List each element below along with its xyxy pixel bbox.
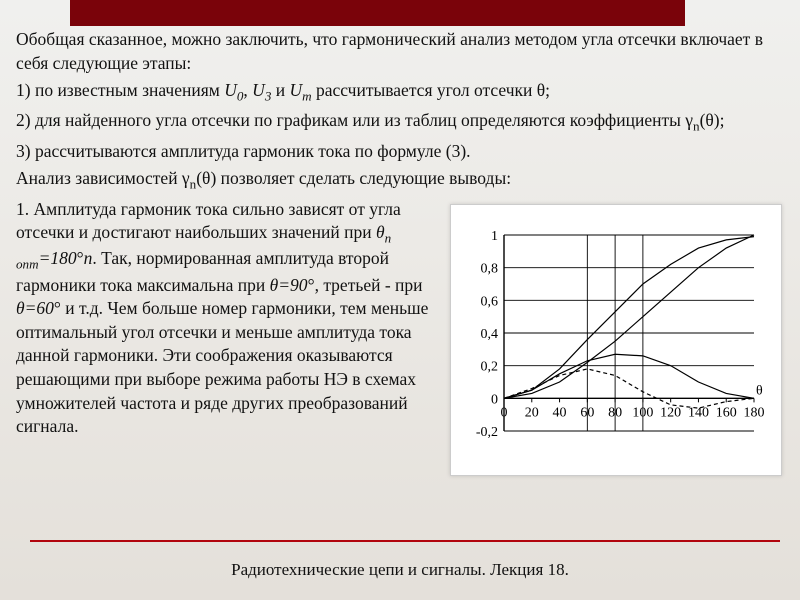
concl-d: и т.д. Чем больше номер гармоники, тем м…: [16, 298, 428, 436]
footer-text: Радиотехнические цепи и сигналы. Лекция …: [0, 560, 800, 580]
intro-paragraph: Обобщая сказанное, можно заключить, что …: [16, 28, 784, 75]
step-2: 2) для найденного угла отсечки по график…: [16, 109, 784, 135]
step1-c1: ,: [243, 80, 252, 100]
um-sym: U: [290, 80, 303, 100]
concl-a: 1. Амплитуда гармоник тока сильно завися…: [16, 199, 401, 243]
step-1: 1) по известным значениям U0, U3 и Um ра…: [16, 79, 784, 105]
analysis-line: Анализ зависимостей γn(θ) позволяет сдел…: [16, 167, 784, 193]
step1-pre: 1) по известным значениям: [16, 80, 224, 100]
svg-text:θ: θ: [756, 383, 763, 398]
slide-content: Обобщая сказанное, можно заключить, что …: [16, 28, 784, 476]
svg-text:0,2: 0,2: [481, 359, 499, 374]
svg-text:140: 140: [688, 405, 709, 420]
svg-text:1: 1: [491, 229, 498, 244]
step1-post: рассчитывается угол отсечки θ;: [312, 80, 550, 100]
theta90-deg: °: [308, 275, 315, 295]
svg-text:0,4: 0,4: [481, 327, 499, 342]
um-sub: m: [302, 89, 311, 104]
svg-text:0: 0: [501, 405, 508, 420]
step-3: 3) рассчитываются амплитуда гармоник ток…: [16, 140, 784, 164]
conclusion-paragraph: 1. Амплитуда гармоник тока сильно завися…: [16, 198, 446, 476]
theta-nopt-eq: =180: [39, 248, 77, 268]
svg-text:0,6: 0,6: [481, 294, 499, 309]
theta90: θ=90: [270, 275, 308, 295]
theta-nopt-deg: °: [77, 248, 84, 268]
concl-c: , третьей - при: [315, 275, 423, 295]
svg-text:100: 100: [632, 405, 653, 420]
svg-text:0,8: 0,8: [481, 261, 499, 276]
two-column-layout: 1. Амплитуда гармоник тока сильно завися…: [16, 198, 784, 476]
u3-sym: U: [252, 80, 265, 100]
svg-text:60: 60: [580, 405, 594, 420]
u0-sym: U: [224, 80, 237, 100]
theta60: θ=60: [16, 298, 54, 318]
divider-line: [30, 540, 780, 542]
harmonic-coefficients-chart: 020406080100120140160180-0,200,20,40,60,…: [466, 225, 766, 455]
svg-text:160: 160: [716, 405, 737, 420]
theta-nopt-sym: θ: [376, 222, 385, 242]
theta60-deg: °: [54, 298, 61, 318]
svg-text:180: 180: [744, 405, 765, 420]
header-accent-bar: [70, 0, 685, 26]
svg-text:-0,2: -0,2: [476, 425, 498, 440]
chart-container: 020406080100120140160180-0,200,20,40,60,…: [450, 204, 782, 476]
svg-text:0: 0: [491, 392, 498, 407]
svg-text:120: 120: [660, 405, 681, 420]
analysis-pre: Анализ зависимостей γ: [16, 168, 190, 188]
step2-pre: 2) для найденного угла отсечки по график…: [16, 110, 693, 130]
step1-and: и: [271, 80, 289, 100]
svg-text:20: 20: [525, 405, 539, 420]
svg-text:40: 40: [553, 405, 567, 420]
svg-text:80: 80: [608, 405, 622, 420]
step2-post: (θ);: [700, 110, 725, 130]
analysis-post: (θ) позволяет сделать следующие выводы:: [196, 168, 511, 188]
